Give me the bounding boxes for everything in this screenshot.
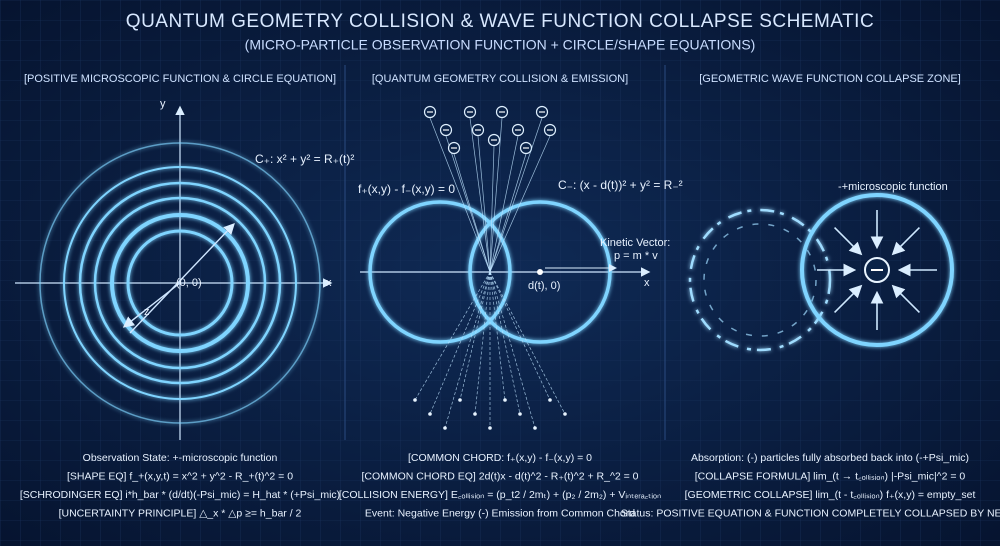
inward-arrow [891,227,920,256]
ray [489,271,551,401]
circle [39,142,321,424]
emitted-dot [533,426,537,430]
ray [489,271,536,429]
emitted-dot [473,412,477,416]
ray [489,145,495,273]
point-label: d(t), 0) [528,280,560,292]
ray [489,135,551,273]
footer-line: Event: Negative Energy (-) Emission from… [365,507,635,519]
emitted-dot [518,412,522,416]
panel-2: f₊(x,y) - f₋(x,y) = 0 C₋: (x - d(t))² + … [358,105,683,430]
circle [368,200,512,344]
ray [444,271,491,429]
ray [489,271,506,401]
origin-label: (0, 0) [176,277,202,289]
ray [489,117,503,273]
emitted-dot [443,426,447,430]
ray [474,271,491,415]
equation: f₊(x,y) - f₋(x,y) = 0 [358,182,455,196]
subtitle: (MICRO-PARTICLE OBSERVATION FUNCTION + C… [245,37,756,53]
panel-heading: [GEOMETRIC WAVE FUNCTION COLLAPSE ZONE] [699,73,961,85]
footers: Observation State: +-microscopic functio… [20,452,1000,520]
ray [489,271,566,415]
radius-arrow [129,222,235,334]
axis-label: x [644,277,650,289]
footer-line: [COLLISION ENERGY] E꜀ₒₗₗᵢₛᵢₒₙ = (p_t2 / … [339,489,661,501]
ray [429,271,491,415]
center-point [537,269,543,275]
footer-line: Observation State: +-microscopic functio… [83,452,278,464]
footer-line: [SCHRODINGER EQ] i*h_bar * (d/dt)(-Psi_m… [20,489,340,501]
panel-heading: [POSITIVE MICROSCOPIC FUNCTION & CIRCLE … [24,73,336,85]
footer-line: [COMMON CHORD: f₊(x,y) - f₋(x,y) = 0 [408,452,592,464]
footer-line: [UNCERTAINTY PRINCIPLE] △_x * △p ≥= h_ba… [59,507,302,519]
emitted-dot [428,412,432,416]
circle [110,213,250,353]
circle [468,200,612,344]
emitted-dot [563,412,567,416]
emitted-dot [488,426,492,430]
ray [489,117,543,273]
circle [78,181,282,385]
title: QUANTUM GEOMETRY COLLISION & WAVE FUNCTI… [126,11,874,32]
ray [489,135,519,273]
emitted-dot [548,398,552,402]
panel-1: y x z (0, 0) C₊: x² + y² = R₊(t)² [15,98,354,440]
panel-heading: [QUANTUM GEOMETRY COLLISION & EMISSION] [372,73,628,85]
ray [453,153,491,273]
footer-line: [COLLAPSE FORMULA] lim_(t → t꜀ₒₗₗᵢₛᵢₒₙ) … [695,470,966,482]
footer-line: [SHAPE EQ] f_+(x,y,t) = x^2 + y^2 - R_+(… [67,470,293,482]
ray [429,117,491,273]
dashed-circle [688,208,832,352]
emitted-dot [503,398,507,402]
emitted-dot [458,398,462,402]
circle [126,229,234,337]
axis-label: y [160,98,166,110]
emitted-dot [413,398,417,402]
equation: C₊: x² + y² = R₊(t)² [255,152,354,166]
footer-line: [COMMON CHORD EQ] 2d(t)x - d(t)^2 - R₊(t… [361,470,638,482]
circle [93,196,267,370]
ray [489,153,527,273]
axis-label: z [144,306,150,318]
ray [477,135,491,273]
inward-arrow [834,227,863,256]
footer-line: Absorption: (-) particles fully absorbed… [691,452,969,464]
inward-arrow [891,284,920,313]
footer-line: Status: POSITIVE EQUATION & FUNCTION COM… [621,507,1000,519]
z-axis [122,282,181,328]
footer-line: [GEOMETRIC COLLAPSE] lim_(t - t꜀ₒₗₗᵢₛᵢₒₙ… [685,489,976,501]
ray [469,117,491,273]
panel-3: -+microscopic function [688,181,954,352]
dashed-circle [703,223,817,337]
inward-arrow [834,284,863,313]
ray [445,135,491,273]
kinetic-label: Kinetic Vector: [600,237,670,249]
ray [489,271,521,415]
function-label: -+microscopic function [838,181,948,193]
circle [63,166,297,400]
circle [800,193,954,347]
axis-label: x [326,277,332,289]
ray [459,271,491,401]
equation: C₋: (x - d(t))² + y² = R₋² [558,178,683,192]
kinetic-formula: p = m * v [614,250,658,262]
